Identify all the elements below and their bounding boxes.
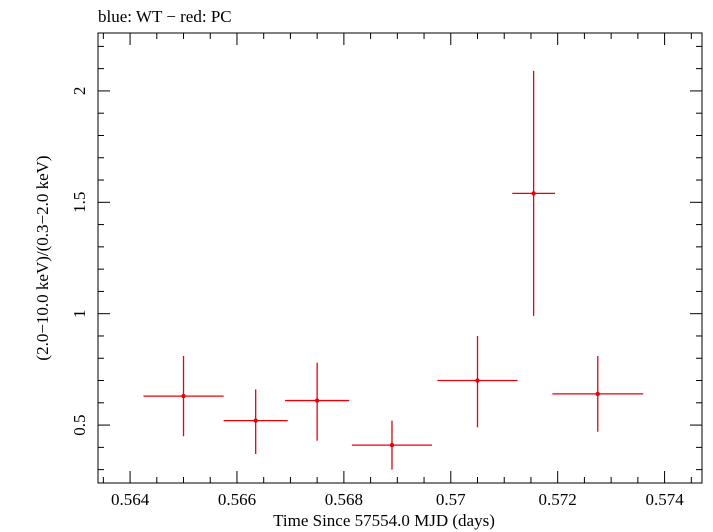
point-marker	[531, 191, 536, 196]
y-axis-label: (2.0−10.0 keV)/(0.3−2.0 keV)	[33, 155, 52, 360]
chart-title: blue: WT − red: PC	[98, 7, 232, 26]
y-tick-label: 2	[70, 87, 89, 96]
data-point	[223, 389, 288, 455]
data-point	[512, 70, 556, 316]
x-axis-label: Time Since 57554.0 MJD (days)	[273, 511, 495, 530]
x-axis-ticks: 0.564 0.566 0.568 0.57 0.572 0.574	[102, 33, 692, 509]
plot-frame	[97, 32, 703, 484]
x-tick-label: 0.574	[645, 490, 684, 509]
x-tick-label: 0.566	[218, 490, 256, 509]
x-tick-label: 0.564	[111, 490, 150, 509]
data-point	[285, 362, 350, 441]
y-tick-label: 1.5	[70, 192, 89, 213]
y-axis-ticks: 0.5 1 1.5 2	[70, 45, 702, 471]
y-tick-label: 0.5	[70, 414, 89, 435]
point-marker	[181, 393, 186, 399]
x-tick-label: 0.57	[436, 490, 466, 509]
data-points	[143, 70, 644, 470]
data-point	[437, 335, 518, 428]
data-point	[351, 420, 433, 470]
point-marker	[253, 418, 258, 423]
x-tick-label: 0.568	[325, 490, 363, 509]
point-marker	[475, 378, 480, 383]
point-marker	[389, 442, 395, 448]
point-marker	[314, 398, 320, 403]
y-tick-label: 1	[70, 309, 89, 318]
data-point	[143, 356, 224, 437]
point-marker	[595, 391, 600, 397]
data-point	[552, 356, 644, 432]
x-tick-label: 0.572	[539, 490, 577, 509]
